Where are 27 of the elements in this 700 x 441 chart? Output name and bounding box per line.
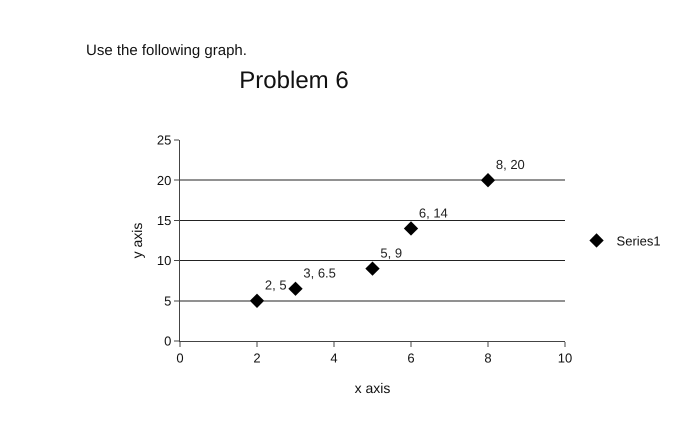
y-tick-label: 25	[156, 132, 172, 148]
y-tick-label: 5	[164, 293, 172, 308]
x-tick-label: 8	[484, 350, 492, 366]
data-label: 2, 5	[264, 278, 287, 293]
chart-title: Problem 6	[239, 66, 349, 94]
point	[480, 173, 496, 188]
point	[404, 221, 418, 236]
data-label: 5, 9	[380, 246, 402, 261]
x-tick-label: 4	[330, 350, 338, 366]
legend-label: Series1	[616, 234, 661, 249]
data-label: 8, 20	[496, 157, 525, 172]
y-tick-label: 0	[164, 334, 172, 349]
x-tick-label: 0	[176, 350, 184, 366]
x-tick-label: 2	[253, 350, 261, 366]
point	[288, 282, 303, 296]
x-axis-title: x axis	[354, 380, 390, 396]
y-tick-label: 15	[156, 212, 172, 228]
data-label: 6, 14	[418, 205, 448, 220]
text: Use the following graph.	[86, 42, 247, 59]
point	[250, 294, 264, 308]
x-tick-label: 10	[558, 350, 572, 366]
y-tick-label: 20	[156, 172, 172, 188]
point	[365, 261, 380, 276]
x-tick-label: 6	[407, 350, 415, 366]
y-tick-label: 10	[156, 253, 172, 268]
data-label: 3, 6.5	[303, 266, 336, 281]
y-axis-title: y axis	[129, 222, 145, 258]
